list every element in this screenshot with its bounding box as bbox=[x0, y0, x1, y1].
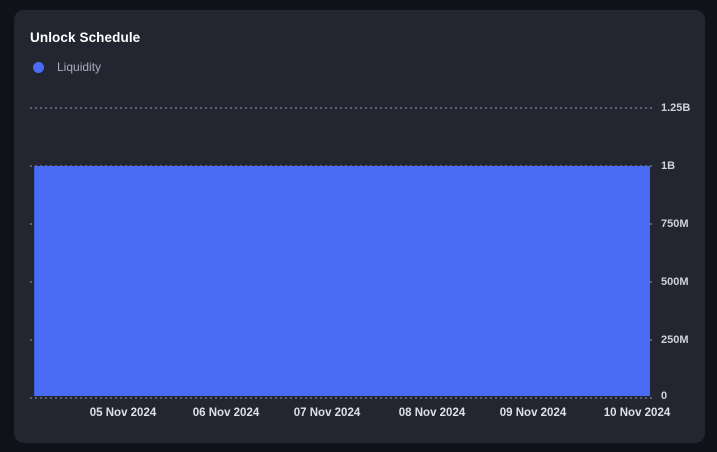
y-axis-tick: 1B bbox=[661, 160, 676, 172]
x-axis-tick: 10 Nov 2024 bbox=[603, 407, 671, 419]
x-axis-tick: 07 Nov 2024 bbox=[293, 407, 361, 419]
card-title: Unlock Schedule bbox=[30, 30, 141, 45]
y-axis-tick: 250M bbox=[661, 334, 689, 346]
legend-dot-icon bbox=[33, 61, 44, 73]
gridline-0 bbox=[30, 397, 653, 399]
x-axis-tick: 05 Nov 2024 bbox=[89, 407, 157, 419]
legend-label: Liquidity bbox=[57, 60, 102, 74]
y-axis-tick: 0 bbox=[661, 390, 668, 402]
y-axis-tick: 750M bbox=[661, 218, 689, 230]
x-axis-tick: 08 Nov 2024 bbox=[398, 407, 466, 419]
unlock-schedule-card: Unlock Schedule Liquidity 1.25B 1B 750M … bbox=[14, 10, 705, 443]
liquidity-area-series[interactable] bbox=[34, 166, 650, 396]
gridline-1-25b bbox=[30, 107, 653, 109]
x-axis-tick: 06 Nov 2024 bbox=[192, 407, 260, 419]
y-axis-tick: 1.25B bbox=[661, 102, 691, 114]
y-axis-tick: 500M bbox=[661, 276, 689, 288]
unlock-schedule-chart: 1.25B 1B 750M 500M 250M 0 05 Nov 2024 06… bbox=[14, 10, 705, 443]
x-axis-tick: 09 Nov 2024 bbox=[499, 407, 567, 419]
legend-item-liquidity[interactable]: Liquidity bbox=[33, 60, 101, 74]
